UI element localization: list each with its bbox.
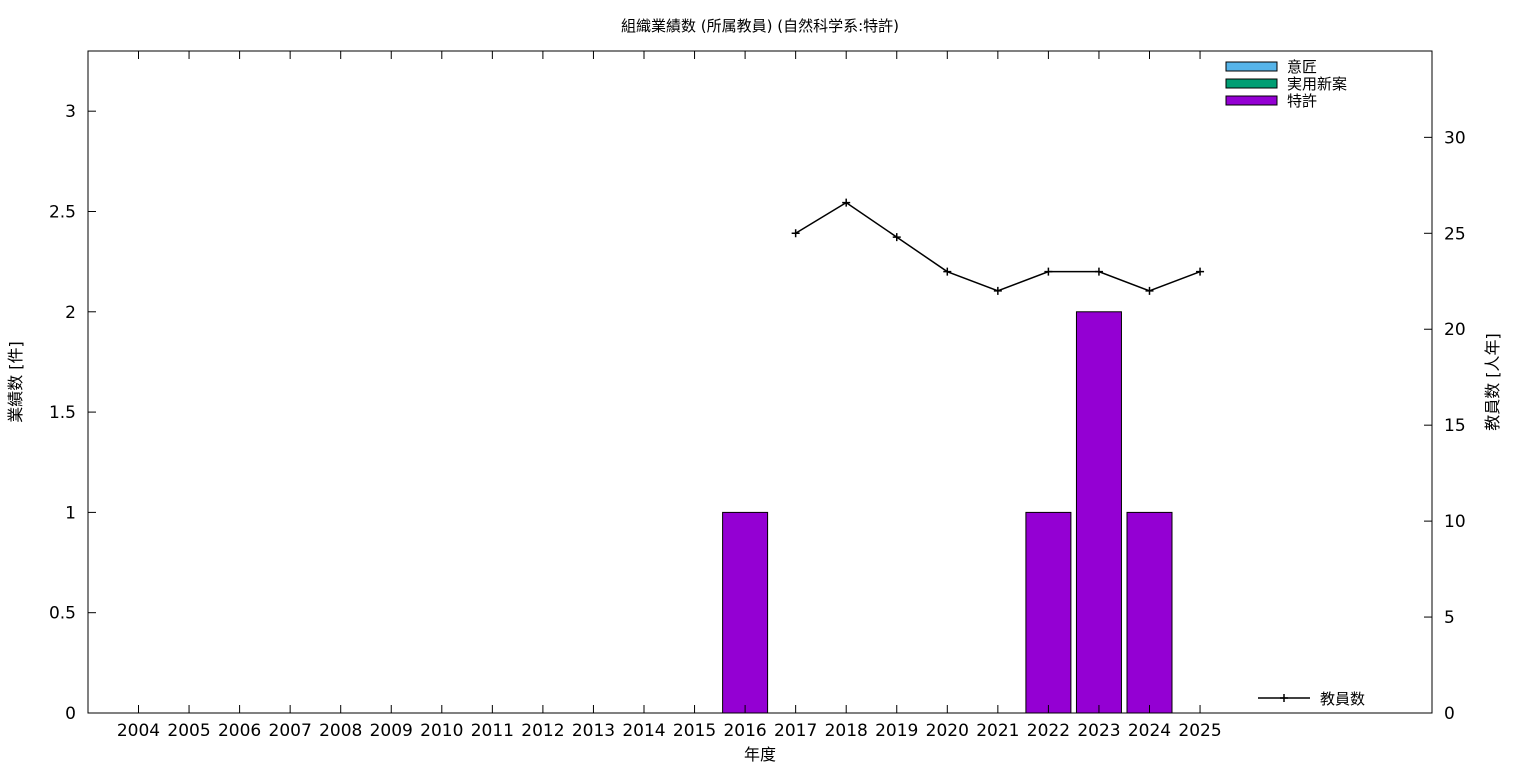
point-教員数-2018 — [842, 198, 851, 207]
point-教員数-2021 — [993, 286, 1002, 295]
y2-tick-label: 25 — [1444, 224, 1466, 244]
legend-swatch-特許 — [1225, 95, 1278, 106]
legend-marker-教員数 — [1280, 694, 1288, 702]
bar-特許-2023 — [1075, 311, 1122, 714]
legend-label-特許: 特許 — [1287, 92, 1317, 110]
point-教員数-2024 — [1145, 286, 1154, 295]
x-tick-label: 2019 — [875, 721, 918, 741]
x-tick-label: 2009 — [370, 721, 413, 741]
x-tick-label: 2020 — [926, 721, 969, 741]
legend-swatch-実用新案 — [1225, 78, 1278, 89]
bars-layer — [722, 311, 1173, 714]
x-tick-label: 2013 — [572, 721, 615, 741]
point-教員数-2019 — [892, 233, 901, 242]
point-教員数-2017 — [791, 229, 800, 238]
x-tick-label: 2018 — [825, 721, 868, 741]
y2-tick-label: 5 — [1444, 608, 1455, 628]
y-tick-label: 3 — [65, 102, 76, 122]
y2-axis-title: 教員数 [人年] — [1483, 333, 1502, 431]
x-tick-label: 2007 — [269, 721, 312, 741]
x-tick-label: 2022 — [1027, 721, 1070, 741]
x-tick-label: 2005 — [167, 721, 210, 741]
x-tick-label: 2015 — [673, 721, 716, 741]
y-tick-label: 0 — [65, 704, 76, 724]
x-tick-label: 2006 — [218, 721, 261, 741]
y-tick-label: 1.5 — [49, 403, 76, 423]
ticks-layer — [88, 51, 1432, 714]
line-教員数 — [795, 201, 1201, 292]
x-tick-label: 2023 — [1077, 721, 1120, 741]
point-教員数-2020 — [943, 267, 952, 276]
y-tick-label: 0.5 — [49, 604, 76, 624]
legend-label-意匠: 意匠 — [1287, 58, 1317, 76]
bar-特許-2024 — [1126, 511, 1173, 714]
bar-特許-2016 — [722, 511, 769, 714]
y2-tick-label: 0 — [1444, 704, 1455, 724]
legend-label-実用新案: 実用新案 — [1287, 75, 1347, 93]
x-tick-label: 2008 — [319, 721, 362, 741]
point-教員数-2023 — [1094, 267, 1103, 276]
x-tick-label: 2004 — [117, 721, 160, 741]
legend-label-教員数: 教員数 — [1320, 690, 1365, 708]
x-tick-label: 2021 — [976, 721, 1019, 741]
y2-tick-label: 15 — [1444, 416, 1466, 436]
x-tick-label: 2012 — [521, 721, 564, 741]
x-tick-label: 2017 — [774, 721, 817, 741]
chart-title: 組織業績数 (所属教員) (自然科学系:特許) — [621, 17, 899, 35]
y-tick-label: 2.5 — [49, 202, 76, 222]
point-教員数-2025 — [1196, 267, 1205, 276]
x-axis-title: 年度 — [744, 745, 776, 764]
y-axis-title: 業績数 [件] — [6, 341, 25, 423]
y2-tick-label: 10 — [1444, 512, 1466, 532]
x-tick-label: 2014 — [622, 721, 665, 741]
plot-frame — [87, 50, 1433, 714]
point-教員数-2022 — [1044, 267, 1053, 276]
line-layer — [791, 198, 1205, 295]
x-tick-label: 2025 — [1178, 721, 1221, 741]
x-tick-label: 2010 — [420, 721, 463, 741]
x-tick-label: 2024 — [1128, 721, 1171, 741]
y2-tick-label: 20 — [1444, 320, 1466, 340]
y-tick-label: 2 — [65, 303, 76, 323]
y2-tick-label: 30 — [1444, 128, 1466, 148]
legend-swatch-意匠 — [1225, 61, 1278, 72]
x-tick-label: 2016 — [723, 721, 766, 741]
bar-特許-2022 — [1025, 511, 1072, 714]
y-tick-label: 1 — [65, 503, 76, 523]
x-tick-label: 2011 — [471, 721, 514, 741]
